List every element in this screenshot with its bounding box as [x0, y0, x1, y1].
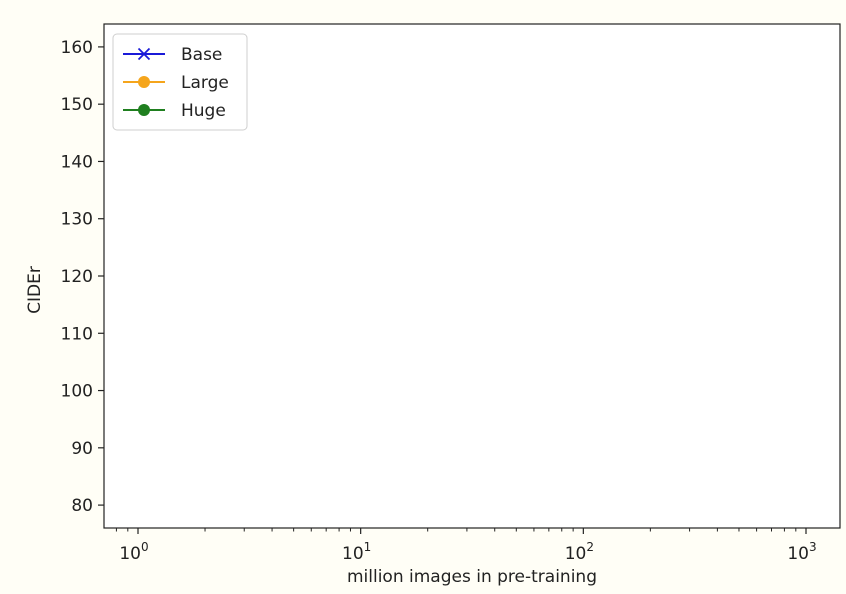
y-axis-label: CIDEr: [25, 266, 45, 314]
legend-label-large: Large: [181, 73, 229, 93]
legend-label-base: Base: [181, 45, 222, 65]
legend-marker-huge: [138, 104, 150, 116]
x-tick-label: 100: [119, 540, 148, 564]
y-tick-label: 150: [61, 95, 93, 115]
y-tick-label: 100: [61, 382, 93, 402]
x-tick-label: 101: [342, 540, 371, 564]
y-tick-label: 90: [71, 439, 93, 459]
y-tick-label: 160: [61, 38, 93, 58]
x-tick-label: 102: [565, 540, 594, 564]
y-tick-label: 120: [61, 267, 93, 287]
y-tick-label: 140: [61, 152, 93, 172]
legend-label-huge: Huge: [181, 101, 226, 121]
y-tick-label: 110: [61, 324, 93, 344]
y-tick-label: 130: [61, 210, 93, 230]
x-axis-label: million images in pre-training: [347, 567, 597, 587]
legend: Base Large Huge: [112, 33, 248, 131]
legend-marker-large: [138, 76, 150, 88]
legend-marker-base: [137, 47, 151, 61]
y-tick-label: 80: [71, 496, 93, 516]
x-tick-label: 103: [787, 540, 816, 564]
